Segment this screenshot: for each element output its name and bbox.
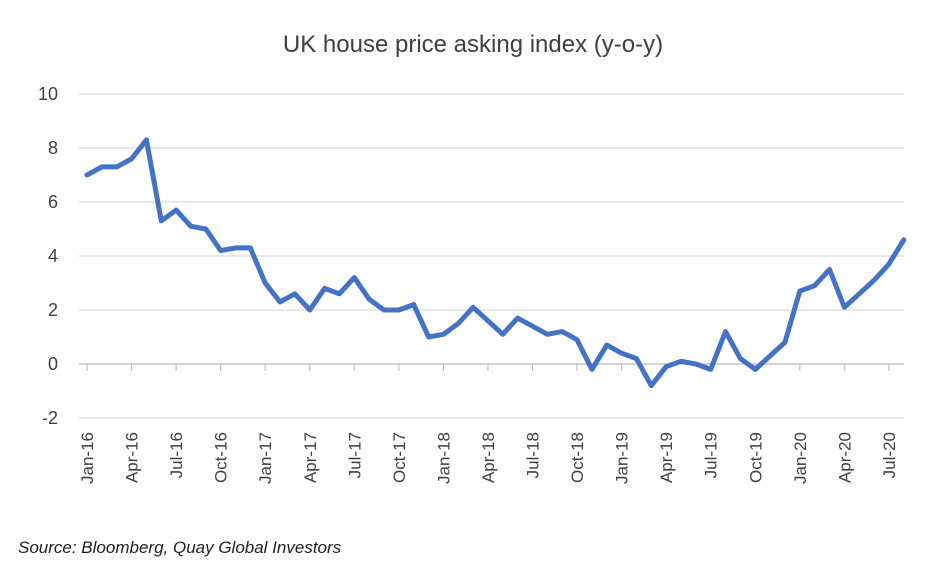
y-tick-label: 2 (48, 300, 58, 320)
x-axis-ticks: Jan-16 Apr-16 Jul-16 Oct-16 Jan-17 Apr-17 Jul-… (78, 364, 899, 484)
x-tick-label: Jan-19 (613, 432, 632, 484)
chart-title: UK house price asking index (y-o-y) (283, 31, 663, 58)
y-tick-label: 8 (48, 138, 58, 158)
y-tick-label: 0 (48, 354, 58, 374)
gridlines (79, 93, 904, 419)
y-tick-label: 6 (48, 192, 58, 212)
x-tick-label: Jan-16 (78, 432, 97, 484)
x-tick-label: Jul-19 (702, 432, 721, 478)
x-tick-label: Oct-19 (746, 432, 765, 483)
x-tick-label: Oct-16 (212, 432, 231, 483)
y-tick-label: -2 (42, 408, 58, 428)
series-line (84, 137, 907, 389)
y-tick-label: 10 (38, 84, 58, 104)
y-axis-tick-labels: 10 8 6 4 2 0 -2 (38, 84, 58, 428)
x-tick-label: Oct-17 (390, 432, 409, 483)
x-tick-label: Jul-17 (345, 432, 364, 478)
y-tick-label: 4 (48, 246, 58, 266)
x-tick-label: Jan-17 (256, 432, 275, 484)
x-tick-label: Jul-20 (880, 432, 899, 478)
x-tick-label: Oct-18 (568, 432, 587, 483)
x-tick-label: Jan-18 (434, 432, 453, 484)
x-tick-label: Apr-20 (835, 432, 854, 483)
x-tick-label: Apr-18 (479, 432, 498, 483)
x-tick-label: Jul-16 (167, 432, 186, 478)
x-tick-label: Apr-19 (657, 432, 676, 483)
x-tick-label: Jan-20 (791, 432, 810, 484)
series-layer (84, 137, 907, 389)
x-tick-label: Jul-18 (524, 432, 543, 478)
source-note: Source: Bloomberg, Quay Global Investors (18, 538, 342, 557)
x-tick-label: Apr-17 (301, 432, 320, 483)
x-tick-label: Apr-16 (123, 432, 142, 483)
